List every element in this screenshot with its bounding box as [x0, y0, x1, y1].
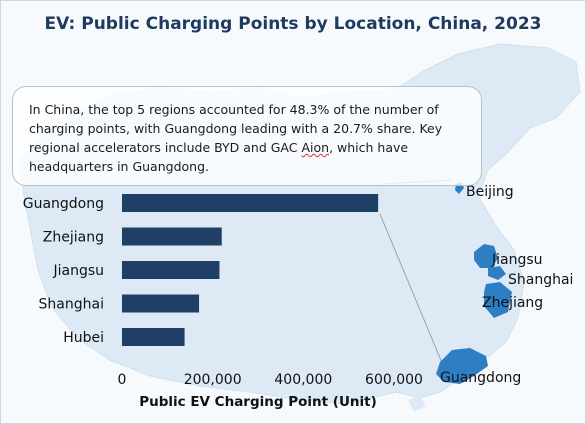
guangdong-region: [436, 348, 488, 384]
bar-zhejiang: [122, 227, 222, 246]
category-label-jiangsu: Jiangsu: [52, 263, 104, 279]
map-label-zhejiang: Zhejiang: [482, 295, 543, 311]
hainan-island: [408, 396, 426, 412]
callout-text-marked: Aion: [301, 140, 330, 155]
bar-shanghai: [122, 294, 200, 313]
x-axis-label: Public EV Charging Point (Unit): [139, 394, 377, 410]
callout-text-after: , which have headquarters in Guangdong.: [29, 140, 409, 174]
zhejiang-region: [484, 282, 512, 318]
category-label-guangdong: Guangdong: [23, 196, 104, 212]
x-tick-label: 400,000: [274, 372, 332, 388]
bar-jiangsu: [122, 261, 220, 279]
category-label-zhejiang: Zhejiang: [43, 230, 104, 246]
category-label-shanghai: Shanghai: [39, 297, 104, 313]
map-label-guangdong: Guangdong: [440, 370, 521, 386]
jiangsu-region: [474, 244, 498, 268]
map-label-beijing: Beijing: [466, 184, 514, 200]
x-tick-label: 600,000: [365, 372, 423, 388]
map-label-shanghai: Shanghai: [508, 272, 573, 288]
category-label-hubei: Hubei: [63, 330, 104, 346]
connector-line-bottom: [379, 213, 451, 383]
callout-text-before: In China, the top 5 regions accounted fo…: [29, 102, 443, 155]
x-tick-label: 200,000: [184, 372, 242, 388]
bar-guangdong: [122, 194, 379, 212]
x-tick-label: 0: [118, 372, 127, 388]
summary-callout: In China, the top 5 regions accounted fo…: [12, 86, 482, 186]
bar-hubei: [122, 328, 185, 346]
shanghai-region: [488, 266, 506, 280]
chart-title: EV: Public Charging Points by Location, …: [44, 14, 542, 34]
map-label-jiangsu: Jiangsu: [491, 252, 543, 268]
